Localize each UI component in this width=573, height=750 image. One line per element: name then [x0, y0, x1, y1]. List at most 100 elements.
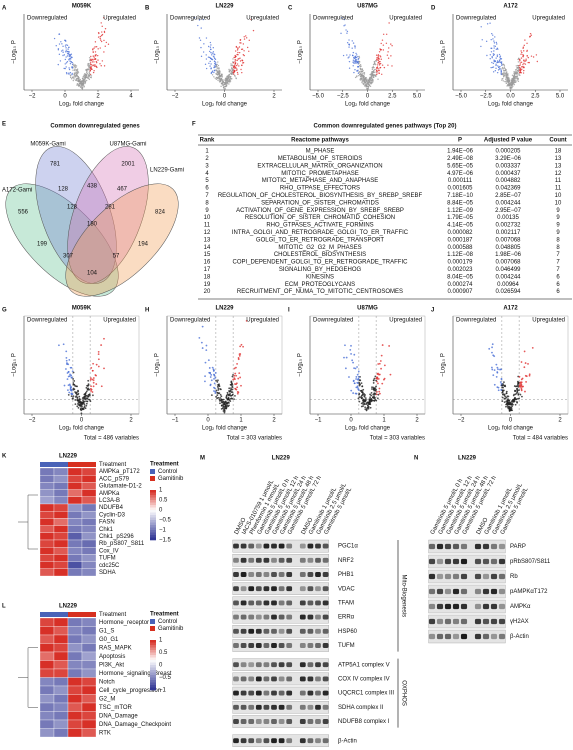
- blot-band: [240, 586, 247, 592]
- data-point: [92, 51, 94, 53]
- blot-band: [444, 633, 452, 640]
- blot-band: [307, 628, 314, 634]
- data-point: [232, 62, 235, 64]
- data-point: [66, 51, 68, 53]
- data-point: [368, 84, 371, 86]
- data-point: [369, 396, 372, 399]
- data-point: [362, 80, 364, 82]
- x-tick-label: 0: [349, 418, 353, 424]
- data-point: [372, 388, 375, 390]
- data-point: [492, 66, 495, 68]
- heat-cell: [81, 539, 97, 548]
- blot-band: [240, 676, 247, 682]
- table-cell: 0.004244: [495, 200, 521, 206]
- data-point: [83, 86, 85, 88]
- blot-band: [263, 690, 270, 696]
- data-point: [350, 353, 352, 355]
- data-point: [524, 63, 527, 65]
- table-cell: MITOTIC_METAPHASE_AND_ANAPHASE: [262, 178, 378, 184]
- data-point: [62, 49, 64, 51]
- data-point: [221, 73, 223, 76]
- blot-band: [286, 614, 293, 620]
- data-point: [356, 366, 358, 368]
- data-point: [380, 367, 382, 370]
- panel-title: M059K: [72, 306, 92, 312]
- data-point: [376, 391, 378, 393]
- data-point: [522, 54, 524, 56]
- plot-frame: [166, 315, 283, 415]
- data-point: [74, 403, 77, 406]
- data-point: [79, 86, 82, 88]
- blot-background: [232, 715, 329, 728]
- protein-label: PHB1: [338, 572, 354, 578]
- data-point: [502, 78, 504, 80]
- heat-cell: [39, 561, 55, 569]
- x-tick-label: −1: [172, 418, 180, 424]
- table-cell: 4: [205, 171, 209, 177]
- panel-title: LN229: [215, 306, 234, 312]
- data-point: [82, 407, 84, 410]
- data-point: [85, 386, 88, 389]
- blot-band: [474, 558, 482, 565]
- data-point: [499, 381, 502, 383]
- data-point: [225, 397, 228, 400]
- data-point: [348, 60, 351, 63]
- blot-band: [482, 573, 490, 580]
- data-point: [238, 372, 241, 375]
- data-point: [371, 77, 373, 79]
- heat-cell: [53, 511, 69, 519]
- table-cell: 20: [204, 289, 211, 295]
- x-tick-label: −5.0: [312, 94, 325, 100]
- x-tick-label: 0.0: [506, 94, 515, 100]
- data-point: [361, 74, 363, 77]
- data-point: [358, 381, 361, 384]
- heat-cell: [81, 561, 97, 569]
- data-point: [491, 343, 494, 346]
- data-point: [364, 397, 367, 400]
- data-point: [498, 66, 500, 68]
- blot-band: [233, 557, 239, 563]
- blot-band: [315, 572, 321, 577]
- data-point: [513, 73, 516, 76]
- data-point: [73, 76, 76, 78]
- heat-cell: [39, 475, 55, 483]
- data-point: [499, 68, 501, 70]
- data-point: [72, 383, 75, 386]
- data-point: [235, 383, 237, 386]
- data-point: [69, 384, 72, 387]
- protein-label: Rb: [510, 574, 518, 580]
- data-point: [523, 44, 525, 47]
- data-point: [231, 375, 234, 378]
- data-point: [65, 359, 68, 362]
- data-point: [68, 73, 70, 75]
- panel-letter: N: [414, 456, 418, 462]
- data-point: [525, 58, 527, 60]
- heat-cell: [39, 525, 55, 533]
- data-point: [371, 388, 373, 390]
- y-axis-label: −Log₁₀ P: [155, 353, 161, 377]
- data-point: [382, 44, 385, 46]
- data-point: [234, 55, 237, 58]
- table-cell: 0.000179: [447, 260, 473, 266]
- table-cell: 8.84E−05: [447, 200, 474, 206]
- data-point: [377, 393, 380, 396]
- data-point: [242, 61, 245, 64]
- blot-band: [474, 543, 482, 550]
- heat-cell: [39, 489, 55, 497]
- panel-title: LN229: [215, 4, 234, 10]
- scale-label: −1: [159, 528, 167, 534]
- data-point: [510, 84, 513, 87]
- data-point: [494, 70, 497, 72]
- table-cell: 3.29E−06: [495, 156, 522, 162]
- blot-band: [428, 573, 436, 580]
- data-point: [226, 82, 228, 84]
- data-point: [377, 56, 380, 58]
- data-point: [81, 86, 83, 89]
- data-point: [516, 390, 518, 392]
- heat-cell: [39, 685, 55, 695]
- table-cell: 1.12E−08: [447, 252, 474, 258]
- data-point: [512, 399, 514, 402]
- heat-cell: [53, 634, 69, 644]
- blot-band: [452, 618, 460, 625]
- data-point: [366, 78, 368, 80]
